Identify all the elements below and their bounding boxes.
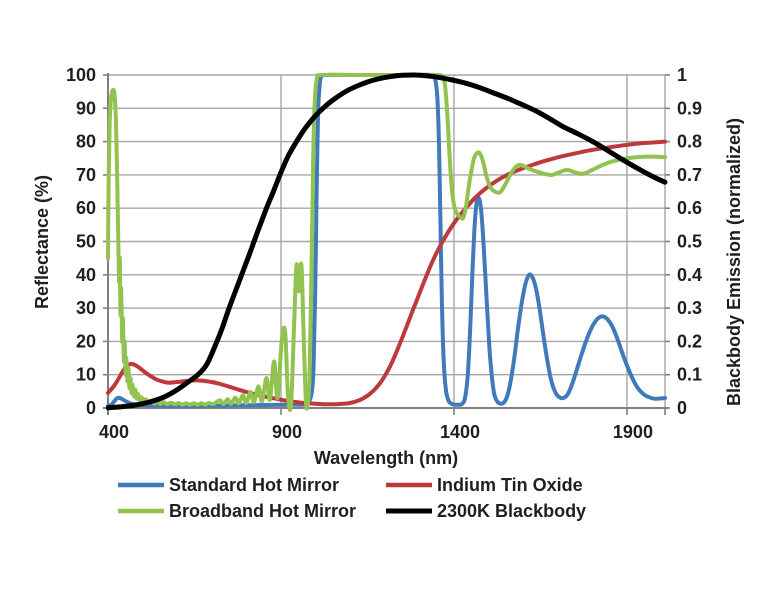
tick-labels: 0 10 20 30 40 50 60 70 80 90 100 0 0.1 0.2 0.3 0.4 0.5 0.… bbox=[66, 65, 702, 442]
y-tick-label-left: 90 bbox=[76, 98, 96, 118]
series-path-standard-hot-mirror bbox=[106, 72, 667, 408]
legend-label-standard-hot-mirror: Standard Hot Mirror bbox=[169, 475, 339, 495]
y-tick-label-left: 0 bbox=[86, 398, 96, 418]
x-tick-label: 900 bbox=[272, 422, 302, 442]
legend-label-broadband-hot-mirror: Broadband Hot Mirror bbox=[169, 501, 356, 521]
x-tick-label: 1400 bbox=[440, 422, 480, 442]
y-tick-label-left: 70 bbox=[76, 165, 96, 185]
y-tick-label-left: 100 bbox=[66, 65, 96, 85]
y-tick-label-right: 0 bbox=[677, 398, 687, 418]
y-tick-label-right: 1 bbox=[677, 65, 687, 85]
y-tick-label-right: 0.5 bbox=[677, 232, 702, 252]
series-path-2300k-blackbody bbox=[106, 72, 668, 411]
y-tick-label-right: 0.6 bbox=[677, 198, 702, 218]
y-tick-label-right: 0.2 bbox=[677, 331, 702, 351]
legend-item-indium-tin-oxide: Indium Tin Oxide bbox=[386, 475, 583, 495]
y-tick-label-left: 40 bbox=[76, 265, 96, 285]
y-tick-label-right: 0.1 bbox=[677, 365, 702, 385]
legend: Standard Hot Mirror Indium Tin Oxide Bro… bbox=[118, 475, 586, 521]
legend-item-2300k-blackbody: 2300K Blackbody bbox=[386, 501, 586, 521]
x-axis-title: Wavelength (nm) bbox=[314, 448, 458, 468]
y-tick-label-right: 0.9 bbox=[677, 98, 702, 118]
y-axis-title-right: Blackbody Emission (normalized) bbox=[724, 118, 744, 406]
x-tick-label: 400 bbox=[99, 422, 129, 442]
y-tick-label-left: 10 bbox=[76, 365, 96, 385]
x-tick-label: 1900 bbox=[613, 422, 653, 442]
y-tick-label-right: 0.7 bbox=[677, 165, 702, 185]
y-tick-label-right: 0.3 bbox=[677, 298, 702, 318]
y-axis-title-left: Reflectance (%) bbox=[32, 175, 52, 309]
y-tick-label-left: 60 bbox=[76, 198, 96, 218]
series-group bbox=[106, 72, 668, 412]
series-path-broadband-hot-mirror bbox=[106, 72, 667, 412]
legend-label-2300k-blackbody: 2300K Blackbody bbox=[437, 501, 586, 521]
legend-item-broadband-hot-mirror: Broadband Hot Mirror bbox=[118, 501, 356, 521]
y-tick-label-left: 80 bbox=[76, 132, 96, 152]
series-path-indium-tin-oxide bbox=[106, 139, 667, 407]
y-tick-label-right: 0.8 bbox=[677, 132, 702, 152]
y-tick-label-right: 0.4 bbox=[677, 265, 702, 285]
y-tick-label-left: 30 bbox=[76, 298, 96, 318]
axes bbox=[103, 73, 670, 415]
y-tick-label-left: 20 bbox=[76, 331, 96, 351]
legend-label-indium-tin-oxide: Indium Tin Oxide bbox=[437, 475, 583, 495]
y-tick-label-left: 50 bbox=[76, 232, 96, 252]
legend-item-standard-hot-mirror: Standard Hot Mirror bbox=[118, 475, 339, 495]
